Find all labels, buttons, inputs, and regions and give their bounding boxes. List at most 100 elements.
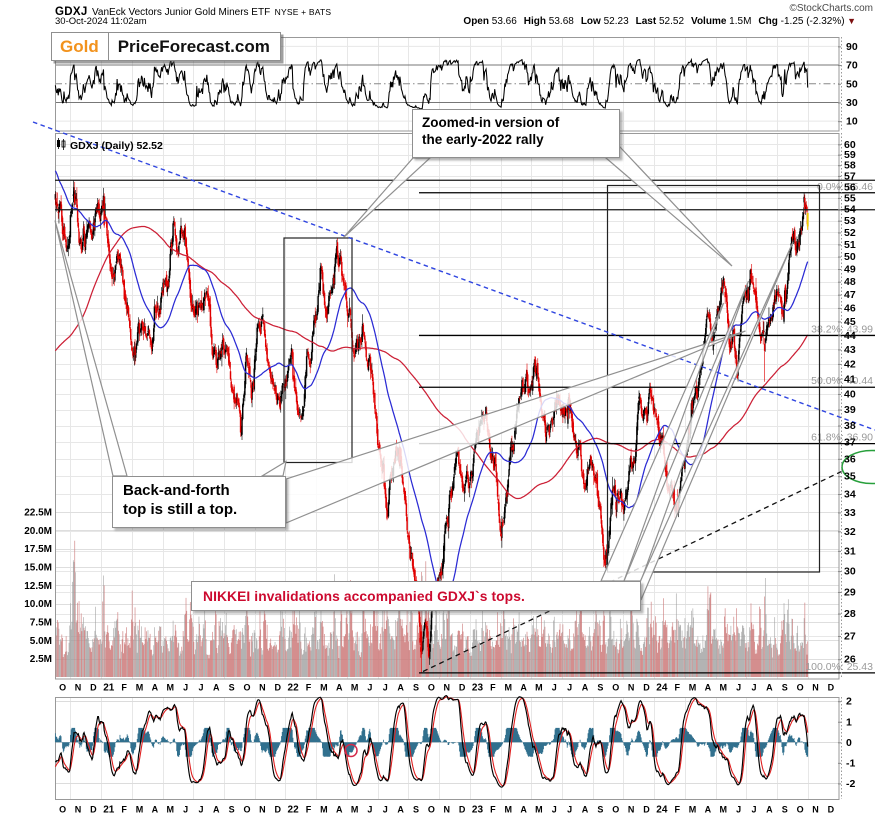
- month-label-main: F: [306, 683, 312, 693]
- exchange-label: NYSE + BATS: [274, 7, 332, 17]
- osc-panel-border: [55, 697, 840, 800]
- month-label-osc: F: [490, 805, 496, 815]
- volume-down-bars: [55, 540, 809, 677]
- month-label-osc: D: [828, 805, 835, 815]
- price-axis-label: 46: [844, 302, 856, 314]
- month-label-osc: N: [75, 805, 82, 815]
- month-label-osc: M: [689, 805, 697, 815]
- fib-label-61.8%: 61.8%: 36.90: [811, 432, 873, 444]
- month-label-main: F: [674, 683, 680, 693]
- volume-up-bars: [55, 560, 806, 677]
- osc-axis-label: 2: [846, 696, 852, 708]
- volume-axis-label: 20.0M: [24, 526, 52, 537]
- callout-beam-6: [623, 280, 750, 582]
- quote-value-open: 53.66: [488, 16, 517, 27]
- callout-zoom-line1: Zoomed-in version of: [422, 115, 560, 130]
- month-label-main: J: [383, 683, 388, 693]
- callout-zoomed-in-version: Zoomed-in version of the early-2022 rall…: [412, 109, 620, 158]
- month-label-osc: A: [520, 805, 527, 815]
- month-label-osc: S: [413, 805, 419, 815]
- month-label-osc: M: [136, 805, 144, 815]
- instrument-name: VanEck Vectors Junior Gold Miners ETF: [91, 7, 271, 18]
- logo-word-priceforecast: PriceForecast.com: [117, 36, 270, 56]
- osc-main-line: [54, 695, 809, 788]
- fib-label-0.0%: 0.0%: 55.46: [817, 181, 873, 193]
- month-label-osc: N: [628, 805, 635, 815]
- osc-histogram: [54, 727, 809, 757]
- month-label-main: J: [198, 683, 203, 693]
- volume-axis-label: 22.5M: [24, 508, 52, 519]
- month-label-osc: J: [183, 805, 188, 815]
- callout-top-line2: top is still a top.: [123, 501, 238, 518]
- rsi-line: [54, 57, 809, 110]
- month-label-main: A: [397, 683, 404, 693]
- month-label-osc: O: [244, 805, 251, 815]
- fib-label-38.2%: 38.2%: 43.99: [811, 323, 873, 335]
- price-axis-label: 27: [844, 630, 856, 642]
- nikkei-banner: NIKKEI invalidations accompanied GDXJ`s …: [191, 581, 641, 611]
- month-label-main: J: [552, 683, 557, 693]
- month-label-main: A: [213, 683, 220, 693]
- month-label-osc: M: [504, 805, 512, 815]
- month-label-main: M: [720, 683, 728, 693]
- month-label-osc: M: [166, 805, 174, 815]
- month-label-main: A: [520, 683, 527, 693]
- volume-axis-label: 5.0M: [30, 636, 52, 647]
- price-axis-label: 36: [844, 453, 856, 465]
- month-label-main: O: [244, 683, 251, 693]
- osc-axis-label: 1: [846, 716, 852, 728]
- price-axis-label: 39: [844, 404, 856, 416]
- quote-value-volume: 1.5M: [726, 16, 752, 27]
- month-label-main: N: [75, 683, 82, 693]
- price-axis-label: 43: [844, 344, 856, 356]
- month-label-main: S: [413, 683, 419, 693]
- month-label-main: A: [336, 683, 343, 693]
- month-label-main: M: [136, 683, 144, 693]
- month-label-main: O: [612, 683, 619, 693]
- price-axis-label: 40: [844, 388, 856, 400]
- callout-zoom-line2: the early-2022 rally: [422, 131, 544, 147]
- month-label-osc: J: [736, 805, 741, 815]
- rsi-axis-label: 70: [846, 60, 858, 72]
- price-axis-label: 55: [844, 192, 856, 204]
- month-label-osc: F: [121, 805, 127, 815]
- quote-key-high: High: [523, 16, 547, 27]
- month-label-main: 24: [656, 683, 668, 694]
- month-label-main: N: [259, 683, 266, 693]
- month-label-osc: J: [751, 805, 756, 815]
- quote-key-chg: Chg: [758, 16, 778, 27]
- month-label-main: S: [597, 683, 603, 693]
- month-label-main: J: [183, 683, 188, 693]
- month-label-osc: O: [428, 805, 435, 815]
- month-label-main: S: [782, 683, 788, 693]
- price-axis-label: 54: [844, 204, 856, 216]
- volume-axis-label: 7.5M: [30, 618, 52, 629]
- price-axis-label: 60: [844, 139, 856, 151]
- quote-value-high: 53.68: [546, 16, 574, 27]
- chart-datetime: 30-Oct-2024 11:02am: [55, 16, 147, 27]
- month-label-main: N: [812, 683, 819, 693]
- price-axis-label: 47: [844, 289, 856, 301]
- price-axis-label: 53: [844, 215, 856, 227]
- month-label-osc: O: [612, 805, 619, 815]
- month-label-main: O: [428, 683, 435, 693]
- month-label-main: F: [121, 683, 127, 693]
- rsi-axis-label: 90: [846, 41, 858, 53]
- month-label-osc: M: [351, 805, 359, 815]
- copyright-stockcharts: ©StockCharts.com: [789, 3, 873, 14]
- quote-key-volume: Volume: [691, 16, 727, 27]
- month-label-osc: J: [383, 805, 388, 815]
- month-label-main: A: [152, 683, 159, 693]
- month-label-osc: J: [552, 805, 557, 815]
- rsi-axis-label: 10: [846, 116, 858, 128]
- callout-beam-0: [343, 157, 432, 238]
- month-label-osc: D: [275, 805, 282, 815]
- month-label-osc: D: [90, 805, 97, 815]
- quote-row: Open 53.66 High 53.68 Low 52.23 Last 52.52 V…: [456, 16, 856, 27]
- month-label-osc: 22: [288, 805, 300, 816]
- volume-axis-label: 10.0M: [24, 599, 52, 610]
- price-axis-label: 41: [844, 373, 856, 385]
- month-label-osc: J: [198, 805, 203, 815]
- rsi-axis-label: 50: [846, 78, 858, 90]
- rect-early-2022-rally: [283, 237, 353, 464]
